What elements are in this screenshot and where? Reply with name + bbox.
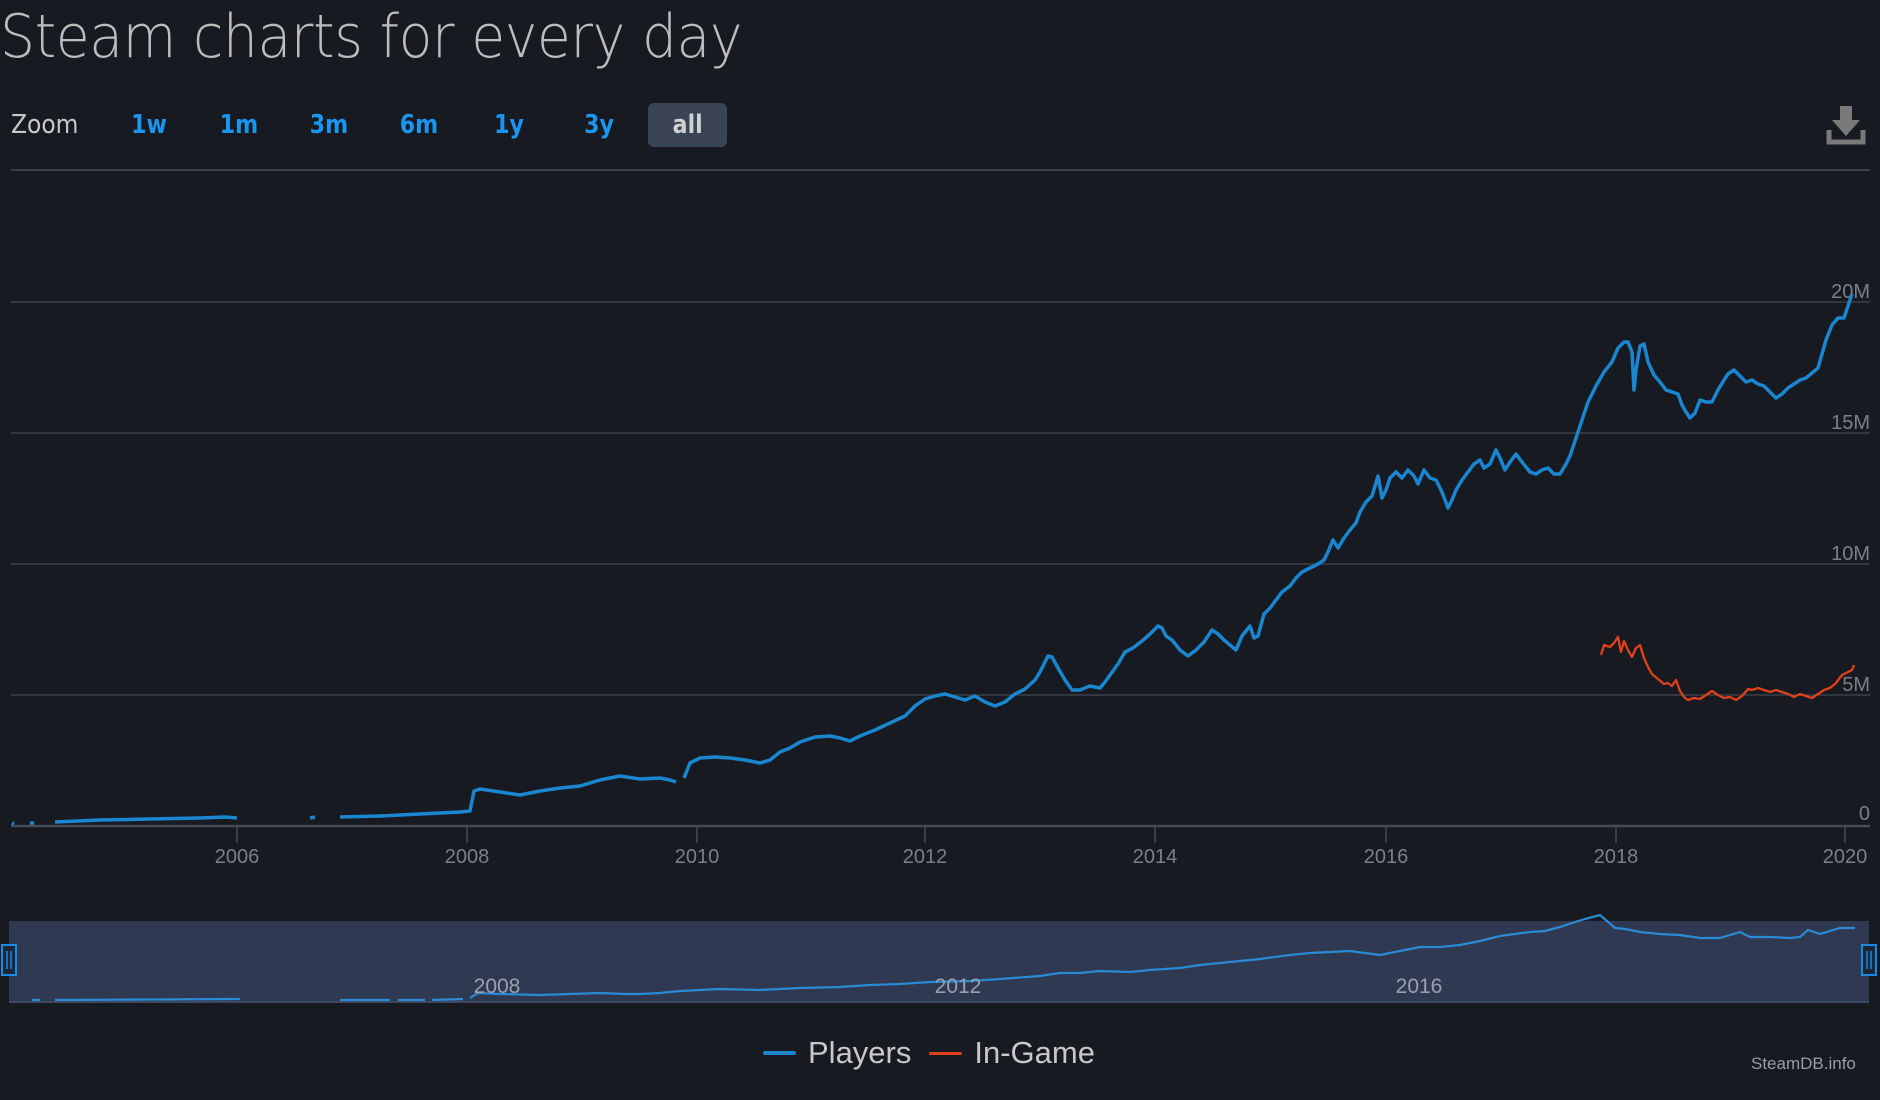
navigator[interactable]: 2008 2012 2016 bbox=[1, 913, 1877, 1003]
players-series bbox=[11, 293, 1854, 826]
zoom-1y-button[interactable]: 1y bbox=[494, 110, 524, 140]
y-label-5m: 5M bbox=[1842, 674, 1870, 696]
y-label-15m: 15M bbox=[1831, 412, 1870, 434]
navigator-label-2008: 2008 bbox=[474, 975, 521, 998]
navigator-label-2012: 2012 bbox=[935, 975, 982, 998]
zoom-label: Zoom bbox=[11, 110, 79, 140]
x-label-2020: 2020 bbox=[1823, 846, 1868, 868]
credit-link[interactable]: SteamDB.info bbox=[1751, 1054, 1856, 1073]
x-label-2018: 2018 bbox=[1594, 846, 1639, 868]
in-game-series bbox=[1599, 635, 1856, 702]
zoom-3m-button[interactable]: 3m bbox=[309, 110, 349, 140]
y-label-20m: 20M bbox=[1831, 281, 1870, 303]
download-icon bbox=[1826, 106, 1866, 145]
legend-label-players: Players bbox=[808, 1035, 912, 1070]
zoom-all-label: all bbox=[672, 110, 703, 140]
grid-lines bbox=[11, 301, 1870, 696]
navigator-mask[interactable] bbox=[9, 921, 1869, 1002]
x-ticks bbox=[236, 826, 1846, 843]
x-label-2012: 2012 bbox=[903, 846, 948, 868]
zoom-6m-button[interactable]: 6m bbox=[399, 110, 439, 140]
y-label-10m: 10M bbox=[1831, 543, 1870, 565]
y-label-0: 0 bbox=[1859, 803, 1870, 825]
zoom-all-button[interactable]: all bbox=[647, 103, 727, 147]
in-game-swatch-icon bbox=[929, 1051, 963, 1055]
legend-item-players[interactable]: Players bbox=[763, 1035, 911, 1071]
zoom-1m-button[interactable]: 1m bbox=[219, 110, 259, 140]
x-label-2006: 2006 bbox=[215, 846, 260, 868]
navigator-handle-left[interactable] bbox=[1, 944, 17, 976]
players-swatch-icon bbox=[763, 1051, 796, 1055]
y-axis-labels: 0 5M 10M 15M 20M bbox=[1831, 281, 1870, 825]
zoom-3y-button[interactable]: 3y bbox=[584, 110, 614, 140]
navigator-handle-right[interactable] bbox=[1861, 944, 1877, 976]
x-label-2010: 2010 bbox=[675, 846, 720, 868]
download-button[interactable] bbox=[1826, 104, 1866, 148]
legend-item-in-game[interactable]: In-Game bbox=[929, 1035, 1095, 1071]
x-label-2014: 2014 bbox=[1133, 846, 1178, 868]
zoom-controls: Zoom 1w 1m 3m 6m 1y 3y all bbox=[11, 103, 727, 147]
navigator-label-2016: 2016 bbox=[1396, 975, 1443, 998]
x-axis-labels: 2006 2008 2010 2012 2014 2016 2018 2020 bbox=[215, 846, 1868, 868]
zoom-1w-button[interactable]: 1w bbox=[131, 110, 167, 140]
x-label-2016: 2016 bbox=[1364, 846, 1409, 868]
legend-label-in-game: In-Game bbox=[974, 1035, 1095, 1070]
x-label-2008: 2008 bbox=[445, 846, 490, 868]
page-title: Steam charts for every day bbox=[0, 2, 743, 72]
legend: Players In-Game bbox=[0, 1035, 1880, 1071]
